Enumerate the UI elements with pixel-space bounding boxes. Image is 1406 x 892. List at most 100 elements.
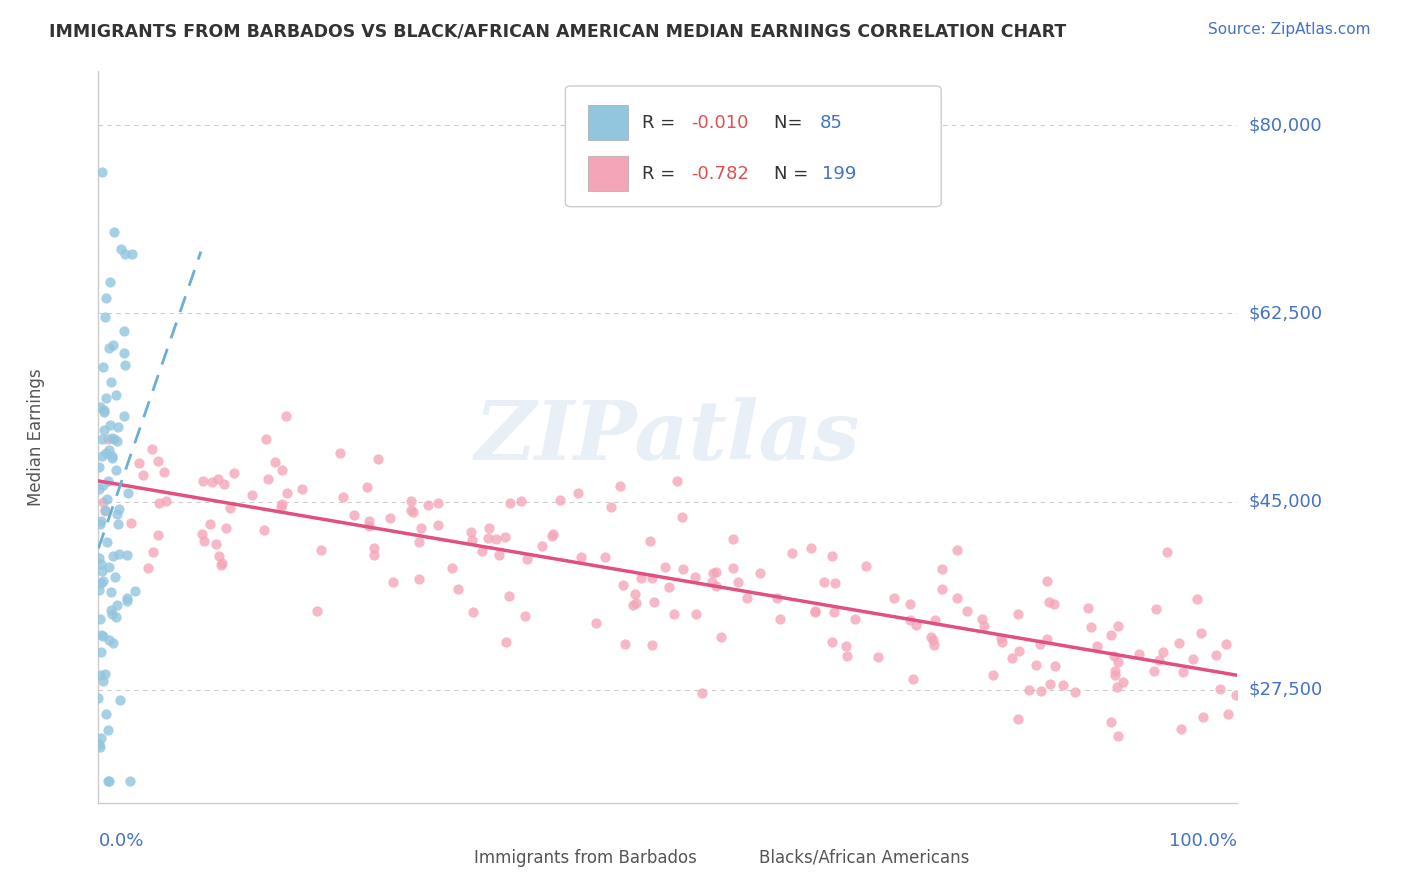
Point [89,667,111,681]
Point [1036,574,1059,589]
Point [105,610,128,624]
Point [599,500,621,514]
Point [101,338,124,352]
Point [1039,676,1062,690]
Point [101,450,124,465]
Text: 100.0%: 100.0% [1170,832,1237,850]
Point [609,479,631,493]
Point [98,632,121,647]
Point [94,446,117,460]
Point [91,674,114,689]
Point [621,598,644,612]
Point [96,492,118,507]
Point [1173,665,1195,679]
Point [441,560,464,574]
Point [800,541,823,556]
Point [1112,674,1135,689]
Point [105,599,128,613]
Point [516,552,538,566]
Point [276,485,298,500]
Point [107,502,129,516]
Point [98,560,121,574]
Point [110,242,132,256]
Point [1215,637,1237,651]
Point [91,495,114,509]
Point [100,449,122,463]
Point [868,650,890,665]
Point [117,548,139,562]
Text: R =: R = [641,113,681,131]
Point [924,613,946,627]
Point [91,360,114,375]
Point [381,575,404,590]
Point [666,474,689,488]
Point [1045,659,1067,673]
Point [222,466,245,480]
Point [855,559,877,574]
Point [329,445,352,459]
Point [478,521,501,535]
Point [956,604,979,618]
Point [837,649,859,664]
Point [981,668,1004,682]
Point [1156,544,1178,558]
Point [1085,640,1108,654]
Text: $62,500: $62,500 [1249,304,1323,322]
Point [946,542,969,557]
Point [93,310,115,324]
Point [87,737,110,751]
Point [89,516,111,531]
Point [1077,600,1099,615]
Point [271,497,294,511]
Point [1167,636,1189,650]
Point [94,666,117,681]
Point [471,544,494,558]
Point [1182,652,1205,666]
Point [363,541,385,556]
Point [569,549,592,564]
Point [945,591,967,605]
Point [1102,648,1125,663]
Point [90,731,112,745]
Point [1189,625,1212,640]
Point [94,706,117,721]
Point [100,585,122,599]
FancyBboxPatch shape [725,846,749,870]
Point [104,388,127,402]
Point [93,404,115,418]
Point [146,528,169,542]
Point [105,434,128,448]
Point [332,490,354,504]
Point [1107,655,1129,669]
Point [727,575,749,590]
Point [1001,651,1024,665]
Point [254,433,277,447]
Point [477,531,499,545]
Point [91,449,114,463]
Point [901,672,924,686]
Point [121,246,143,260]
Point [1007,644,1029,658]
Point [97,443,120,458]
Text: IMMIGRANTS FROM BARBADOS VS BLACK/AFRICAN AMERICAN MEDIAN EARNINGS CORRELATION C: IMMIGRANTS FROM BARBADOS VS BLACK/AFRICA… [49,22,1067,40]
Point [1104,664,1126,678]
Point [257,472,280,486]
Point [148,454,170,468]
Point [89,401,111,415]
Point [112,346,135,360]
Point [93,574,115,589]
Point [356,480,378,494]
Point [209,558,232,573]
Point [1029,637,1052,651]
Point [307,604,329,618]
Text: $45,000: $45,000 [1249,492,1323,510]
Point [1080,620,1102,634]
Point [101,635,124,649]
Point [924,638,946,652]
Point [920,630,942,644]
Point [97,433,120,447]
Point [541,529,564,543]
Point [94,503,117,517]
Point [643,595,665,609]
Point [1147,652,1170,666]
